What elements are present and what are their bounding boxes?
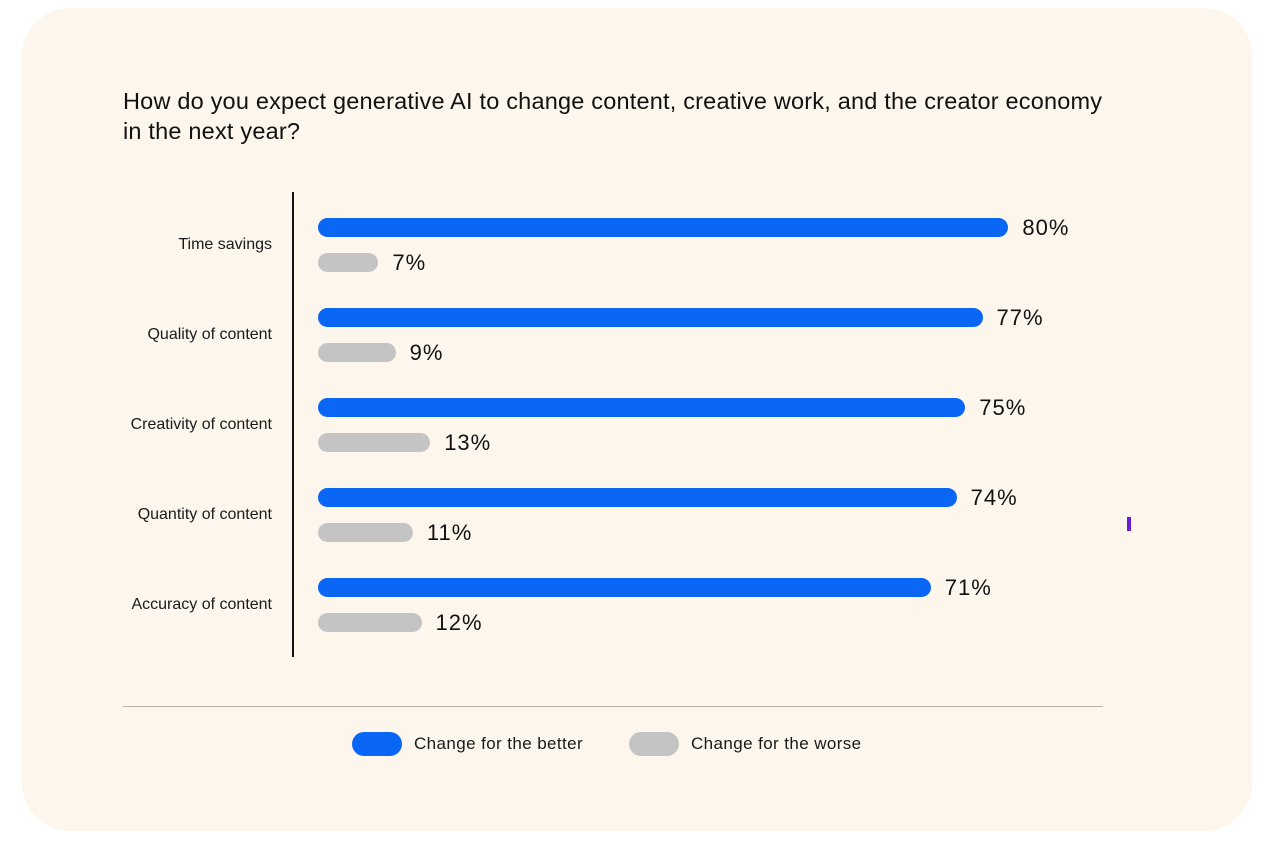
legend-divider <box>123 706 1103 707</box>
y-axis-line <box>292 192 294 657</box>
data-label-better: 71% <box>944 575 992 600</box>
data-label-better: 80% <box>1022 215 1070 240</box>
data-label-worse: 7% <box>392 250 427 275</box>
bar-worse <box>318 342 396 362</box>
accent-marker <box>1127 517 1131 531</box>
category-label: Creativity of content <box>130 415 272 433</box>
category-label: Time savings <box>178 235 272 253</box>
bar-better <box>318 487 957 507</box>
legend-swatch-worse <box>629 732 679 756</box>
legend-label-better: Change for the better <box>414 734 584 753</box>
chart-title: How do you expect generative AI to chang… <box>123 88 1103 144</box>
data-label-better: 77% <box>996 305 1044 330</box>
bar-better <box>318 397 966 417</box>
data-label-worse: 11% <box>426 520 473 545</box>
category-label: Quality of content <box>147 325 272 343</box>
legend: Change for the better Change for the wor… <box>0 731 1282 757</box>
data-label-worse: 12% <box>435 610 483 635</box>
data-label-worse: 13% <box>444 430 492 455</box>
bar-better <box>318 577 931 597</box>
category-label: Accuracy of content <box>131 595 272 613</box>
legend-swatch-better <box>352 732 402 756</box>
chart-card <box>22 8 1252 831</box>
legend-label-worse: Change for the worse <box>691 734 862 753</box>
category-label: Quantity of content <box>137 505 272 523</box>
bar-worse <box>318 612 422 632</box>
data-label-worse: 9% <box>409 340 444 365</box>
bar-worse <box>318 522 413 542</box>
data-label-better: 74% <box>970 485 1018 510</box>
bar-better <box>318 307 983 327</box>
data-label-better: 75% <box>979 395 1027 420</box>
bar-worse <box>318 252 379 272</box>
bar-worse <box>318 432 431 452</box>
bar-better <box>318 217 1009 237</box>
